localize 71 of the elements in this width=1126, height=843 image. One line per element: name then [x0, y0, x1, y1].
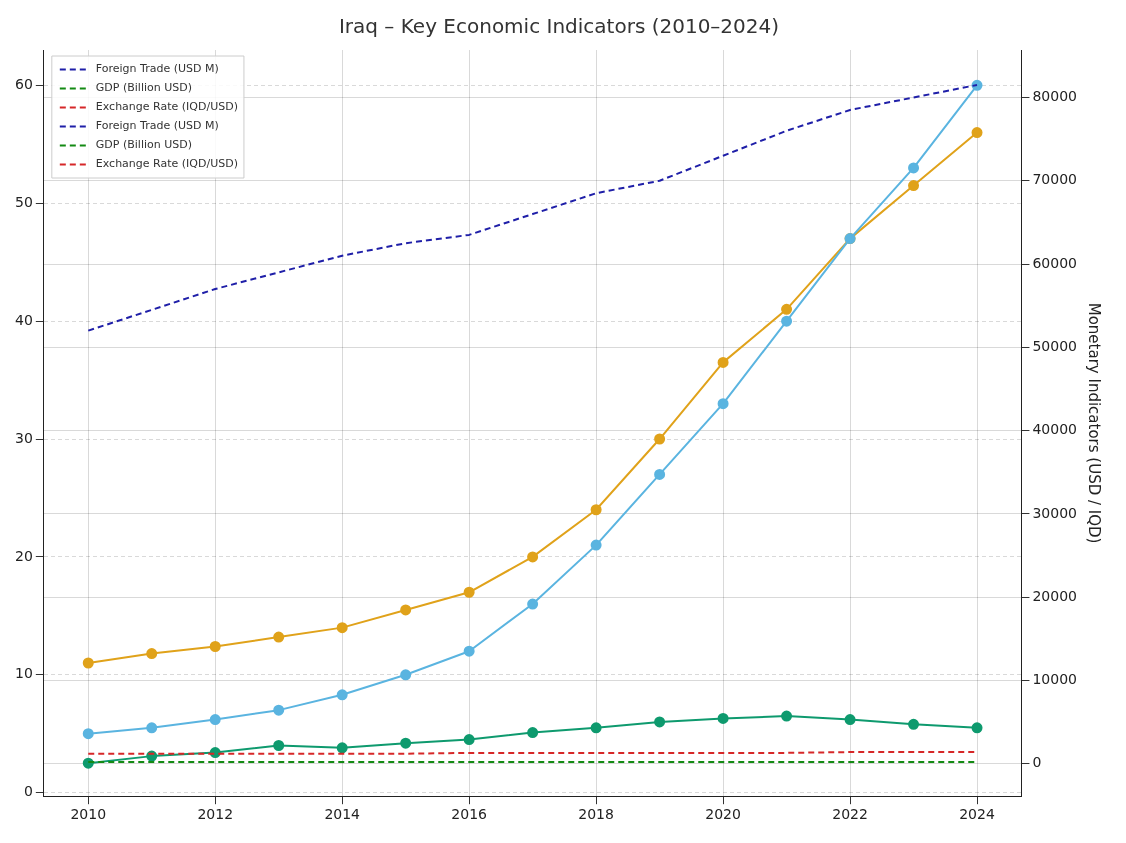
point: [336, 689, 348, 701]
point: [717, 356, 729, 368]
x-tick-label: 2018: [578, 806, 614, 823]
point: [146, 722, 158, 734]
point: [463, 586, 475, 598]
point: [273, 631, 285, 643]
point: [273, 740, 285, 752]
point: [336, 742, 348, 754]
x-tick-label: 2020: [705, 806, 741, 823]
y-tick-label: 10: [14, 665, 33, 682]
y2-tick-label: 70000: [1032, 171, 1078, 188]
x-tick-label: 2024: [959, 806, 995, 823]
point: [527, 598, 539, 610]
point: [590, 504, 602, 516]
point: [908, 718, 920, 730]
point: [908, 180, 920, 192]
y-tick-label: 60: [14, 76, 33, 93]
point: [336, 622, 348, 634]
point: [971, 127, 983, 139]
point: [527, 727, 539, 739]
y2-tick-label: 50000: [1032, 337, 1078, 354]
x-tick-label: 2014: [324, 806, 361, 823]
point: [908, 162, 920, 174]
legend-label: Exchange Rate (IQD/USD): [95, 157, 238, 171]
point: [400, 669, 412, 681]
y2-tick-label: 10000: [1032, 671, 1078, 688]
y-tick-label: 40: [14, 311, 33, 328]
x-tick-label: 2022: [832, 806, 868, 823]
legend-label: Foreign Trade (USD M): [95, 119, 219, 133]
x-tick-label: 2012: [197, 806, 234, 823]
legend-label: Foreign Trade (USD M): [95, 62, 219, 76]
point: [781, 315, 793, 327]
point: [527, 551, 539, 563]
y-tick-label: 30: [14, 429, 33, 446]
point: [209, 640, 221, 652]
point: [209, 714, 221, 726]
point: [844, 714, 856, 726]
point: [400, 737, 412, 749]
point: [781, 710, 793, 722]
point: [463, 645, 475, 657]
y2-axis-title: Monetary Indicators (USD / IQD): [1085, 302, 1104, 544]
legend-label: Exchange Rate (IQD/USD): [95, 100, 238, 114]
point: [82, 728, 94, 740]
point: [82, 657, 94, 669]
y2-tick-label: 20000: [1032, 587, 1078, 604]
legend-label: GDP (Billion USD): [95, 138, 192, 152]
point: [590, 722, 602, 734]
y2-tick-label: 0: [1032, 754, 1042, 771]
y2-tick-label: 40000: [1032, 421, 1078, 438]
y2-tick-label: 30000: [1032, 504, 1078, 521]
point: [273, 704, 285, 716]
x-tick-label: 2016: [451, 806, 488, 823]
point: [971, 722, 983, 734]
point: [590, 539, 602, 551]
point: [400, 604, 412, 616]
point: [654, 716, 666, 728]
point: [463, 734, 475, 746]
y2-tick-label: 80000: [1032, 88, 1078, 105]
point: [717, 398, 729, 410]
y-tick-label: 50: [14, 193, 33, 210]
point: [781, 303, 793, 315]
point: [146, 648, 158, 660]
chart-title: Iraq – Key Economic Indicators (2010–2024): [338, 14, 780, 39]
point: [717, 712, 729, 724]
y-tick-label: 20: [14, 547, 33, 564]
y-tick-label: 0: [23, 783, 33, 800]
x-tick-label: 2010: [70, 806, 107, 823]
legend-label: GDP (Billion USD): [95, 81, 192, 95]
point: [654, 468, 666, 480]
y2-tick-label: 60000: [1032, 254, 1078, 271]
point: [654, 433, 666, 445]
